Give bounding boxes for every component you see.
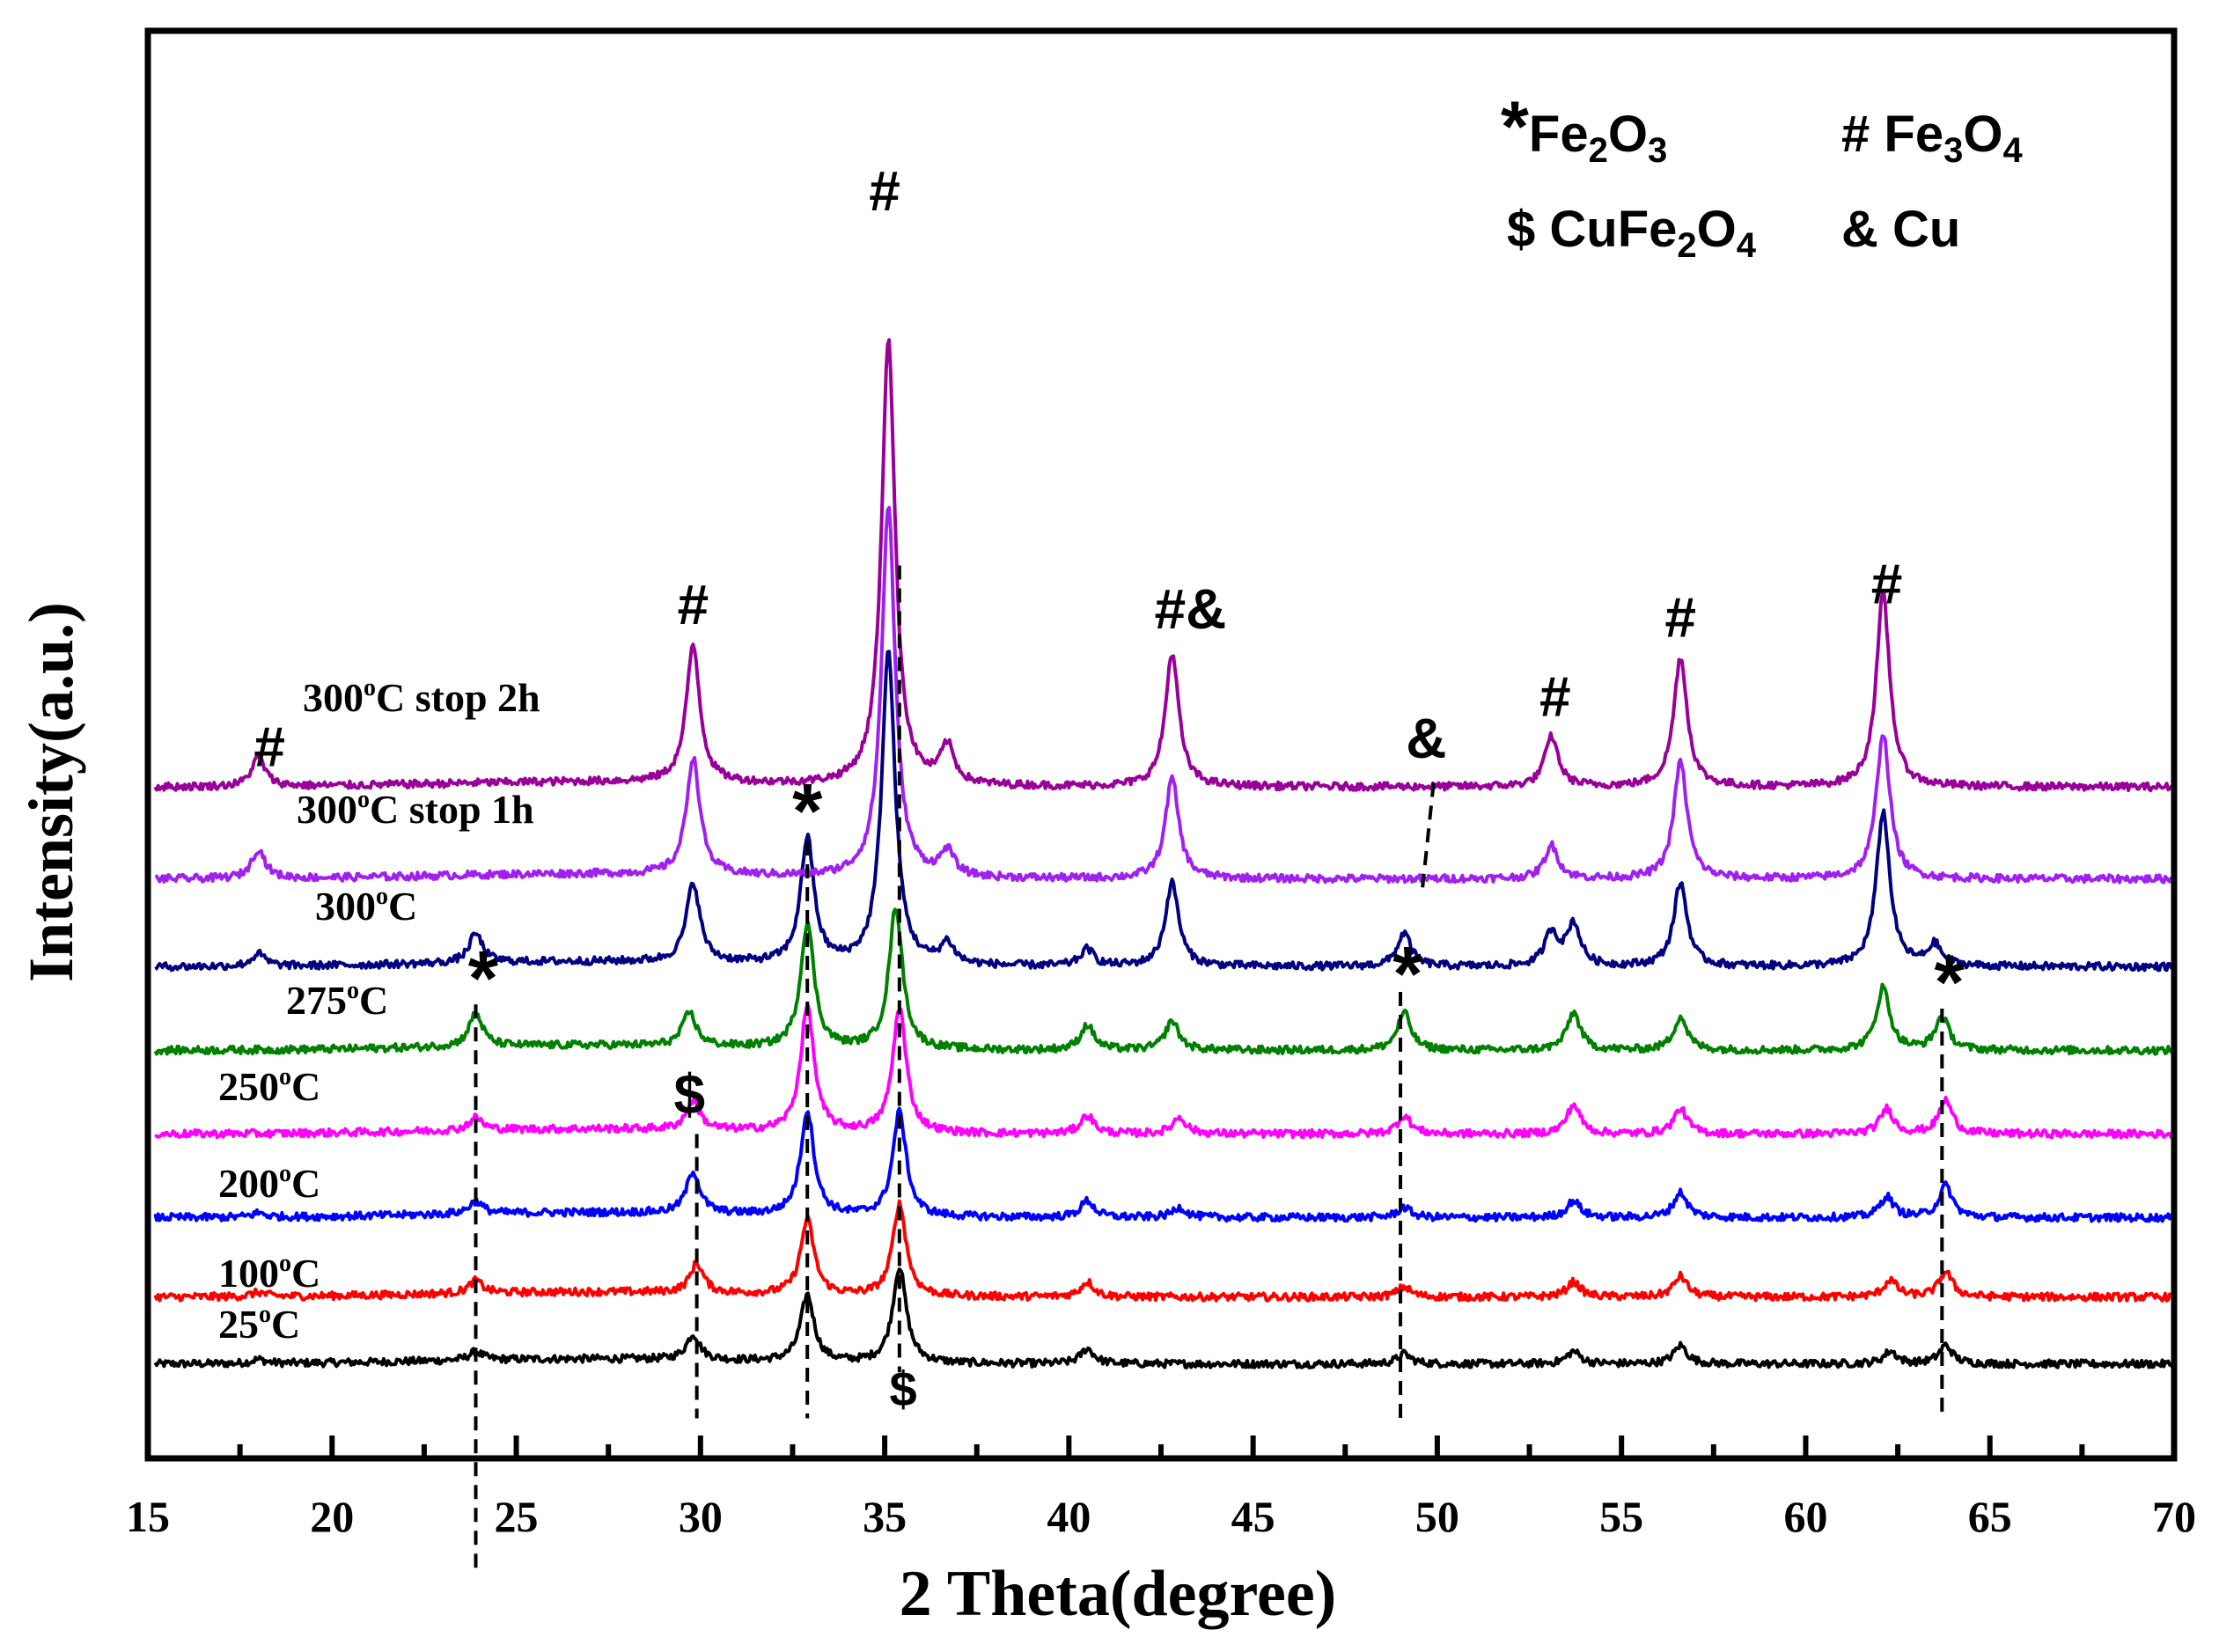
legend-entry-fe2o3: *Fe2O3	[1501, 87, 1667, 170]
x-tick-label: 40	[1047, 1492, 1091, 1541]
series-label-0: 25oC	[218, 1301, 300, 1347]
peak-marker: $	[889, 1361, 916, 1416]
series-label-2: 200oC	[218, 1160, 320, 1206]
series-label-5: 300oC	[315, 883, 417, 929]
reference-lines	[474, 565, 1944, 1569]
x-tick-label: 55	[1599, 1492, 1643, 1541]
peak-marker: *	[1392, 930, 1423, 1017]
peak-marker: #	[253, 716, 285, 779]
series-label-7: 300oC stop 2h	[303, 674, 540, 720]
series-labels: 25oC 100oC 200oC 250oC 275oC 300oC 300oC stop …	[218, 674, 540, 1347]
peak-marker: #	[1871, 552, 1903, 615]
peak-marker: *	[1935, 938, 1966, 1025]
series-label-3: 250oC	[218, 1063, 320, 1109]
series-line-3	[154, 1003, 2175, 1140]
reference-line-6	[1421, 782, 1436, 888]
series-line-2	[153, 1106, 2174, 1223]
x-axis-title: 2 Theta(degree)	[900, 1558, 1337, 1630]
x-tick-label: 70	[2152, 1492, 2196, 1541]
peak-marker: &	[1406, 707, 1446, 770]
peak-marker: #	[1664, 585, 1696, 649]
x-tick-label: 65	[1968, 1492, 2012, 1541]
y-axis-title: Intensity(a.u.)	[16, 602, 86, 982]
x-tick-label: 20	[310, 1492, 354, 1541]
peak-marker: #	[869, 159, 900, 223]
series-line-7	[153, 338, 2175, 793]
peak-marker: #	[678, 573, 709, 636]
peak-marker: #&	[1155, 577, 1227, 641]
series-line-1	[153, 1199, 2174, 1303]
series-line-0	[153, 1267, 2175, 1369]
peak-marker: *	[468, 934, 499, 1021]
legend-entry-cu: & Cu	[1841, 201, 1960, 258]
x-tick-label: 35	[863, 1492, 907, 1541]
peak-marker: #	[1539, 665, 1571, 729]
x-tick-label: 30	[679, 1492, 723, 1541]
x-tick-label: 60	[1783, 1492, 1827, 1541]
series-line-4	[153, 907, 2175, 1056]
x-tick-label: 25	[495, 1492, 539, 1541]
peak-markers: ####&###&** * *$$	[253, 159, 1965, 1417]
x-tick-label: 45	[1231, 1492, 1275, 1541]
peak-marker: *	[792, 767, 823, 854]
legend-entry-fe3o4: # Fe3O4	[1841, 106, 2023, 170]
legend-symbol: &	[1841, 201, 1878, 258]
series-line-6	[155, 505, 2173, 885]
series-label-4: 275oC	[286, 977, 388, 1023]
legend-symbol: #	[1841, 106, 1870, 163]
x-axis-ticks: 15 20 25 30 35 40 45 50 55 60 65 70	[126, 1435, 2196, 1541]
legend-entry-cufe2o4: $ CuFe2O4	[1507, 201, 1757, 265]
series-label-1: 100oC	[218, 1250, 320, 1296]
x-tick-label: 15	[126, 1492, 170, 1541]
legend: *Fe2O3 # Fe3O4 $ CuFe2O4 & Cu	[1501, 87, 2023, 265]
peak-marker: $	[673, 1062, 705, 1126]
x-tick-label: 50	[1415, 1492, 1459, 1541]
legend-symbol: *	[1501, 87, 1529, 167]
legend-symbol: $	[1507, 201, 1535, 258]
series-label-6: 300oC stop 1h	[297, 786, 534, 832]
plot-traces	[153, 338, 2175, 1369]
series-line-5	[154, 650, 2173, 973]
